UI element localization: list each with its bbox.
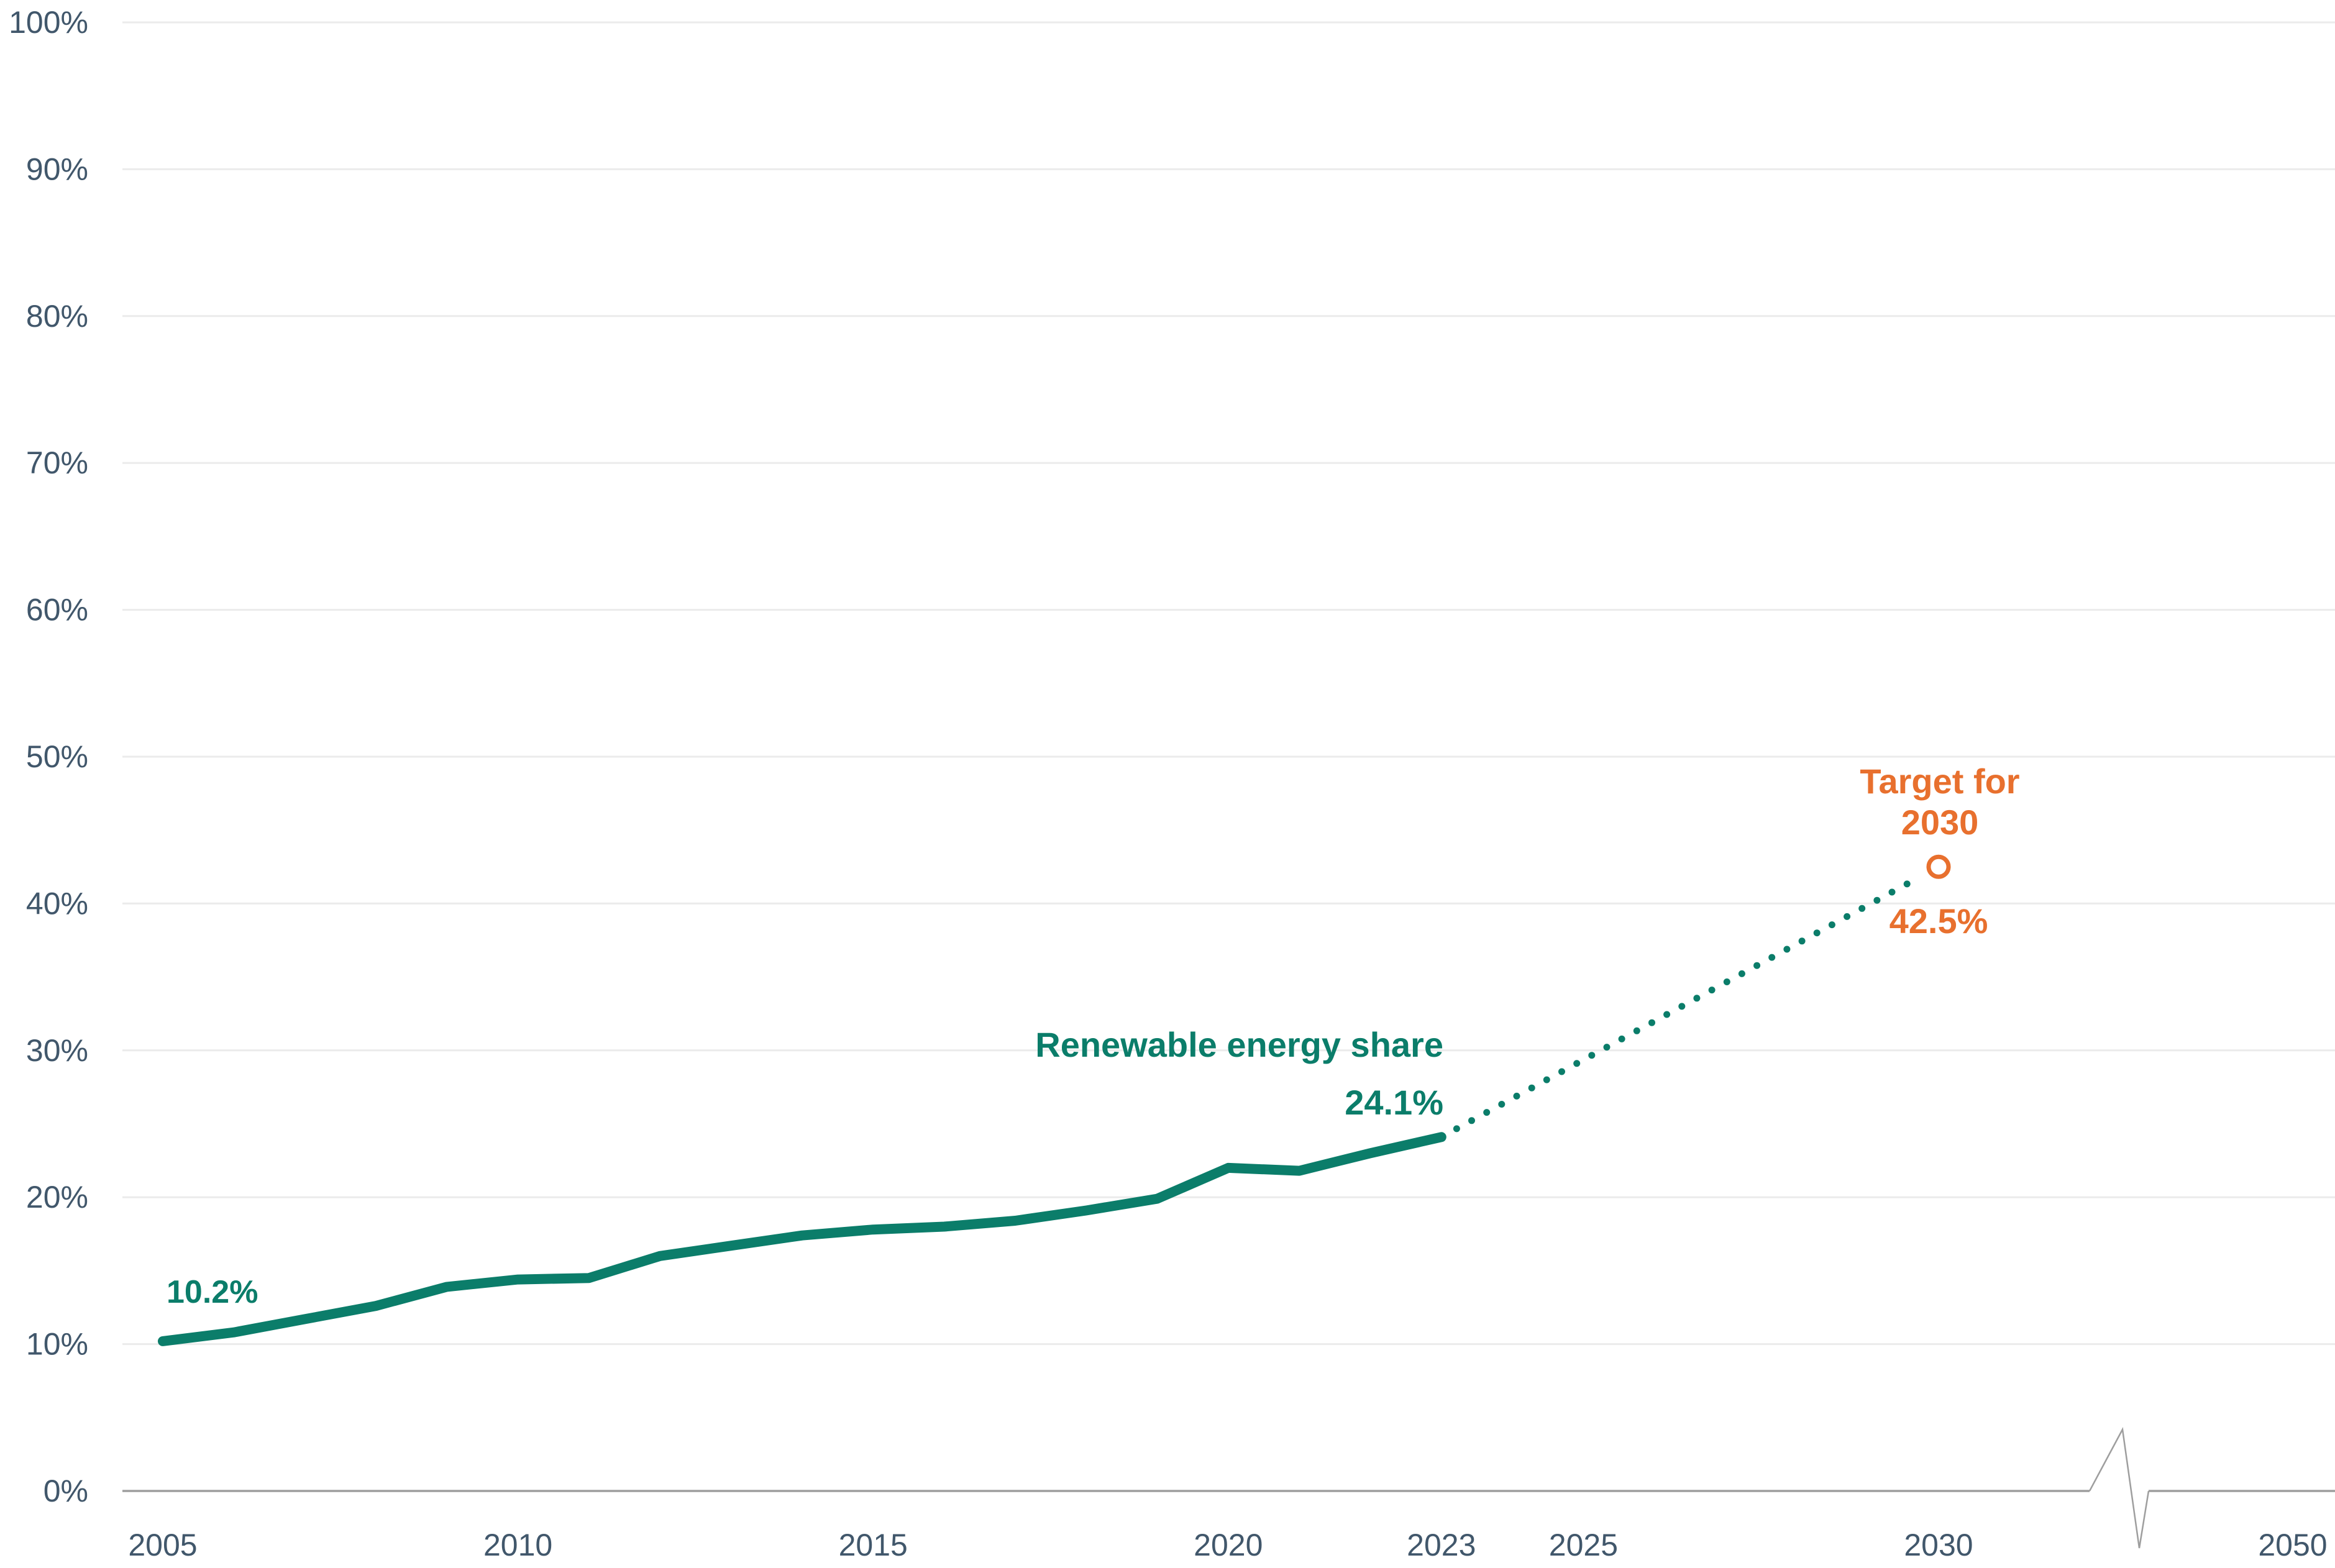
- projection-dot: [1513, 1092, 1520, 1100]
- target-marker-circle: [1926, 854, 1951, 879]
- projection-dot: [1453, 1125, 1460, 1133]
- projection-dot: [1483, 1109, 1491, 1116]
- axis-layer: 0% 10% 20% 30% 40% 50% 60% 70% 80% 90% 100% 2005 201…: [9, 5, 2335, 1562]
- projection-dot: [1528, 1084, 1535, 1092]
- x-tick-label-2025: 2025: [1549, 1528, 1618, 1562]
- projection-dot: [1828, 921, 1835, 929]
- projection-dot: [1648, 1019, 1655, 1026]
- series-layer: [158, 880, 1911, 1346]
- projection-dot: [1678, 1003, 1686, 1010]
- projection-dot: [1873, 896, 1881, 904]
- projection-dot: [1618, 1035, 1625, 1042]
- projection-dot: [1858, 905, 1866, 912]
- target-marker-layer: [1926, 854, 1951, 879]
- projection-dot: [1768, 954, 1776, 961]
- renewables-line: [158, 1132, 1446, 1346]
- series-label: Renewable energy share: [1035, 1025, 1443, 1064]
- projection-dot: [1543, 1076, 1550, 1083]
- projection-dot: [1903, 880, 1911, 888]
- projection-dot: [1603, 1044, 1611, 1051]
- y-tick-label-50%: 50%: [26, 739, 88, 774]
- x-tick-label-2010: 2010: [483, 1528, 552, 1562]
- projection-dot: [1844, 913, 1851, 920]
- projection-dot: [1573, 1060, 1581, 1067]
- y-tick-label-100%: 100%: [9, 5, 88, 40]
- y-tick-label-20%: 20%: [26, 1180, 88, 1215]
- projection-dot: [1663, 1011, 1671, 1018]
- y-tick-label-40%: 40%: [26, 886, 88, 921]
- start-value-label: 10.2%: [167, 1274, 258, 1310]
- projection-dot: [1468, 1117, 1475, 1124]
- y-tick-label-10%: 10%: [26, 1327, 88, 1362]
- target-value-label: 42.5%: [1889, 901, 1988, 941]
- x-tick-label-2005: 2005: [128, 1528, 197, 1562]
- projection-dot: [1798, 937, 1806, 945]
- projection-dot: [1708, 987, 1716, 994]
- x-tick-label-2020: 2020: [1194, 1528, 1263, 1562]
- projection-dot: [1693, 995, 1701, 1002]
- x-tick-label-2030: 2030: [1904, 1528, 1973, 1562]
- gridlines-layer: [122, 21, 2335, 1346]
- y-tick-label-30%: 30%: [26, 1033, 88, 1068]
- projection-dot: [1633, 1027, 1640, 1034]
- y-tick-label-0%: 0%: [43, 1474, 88, 1508]
- y-tick-label-70%: 70%: [26, 445, 88, 480]
- y-tick-label-60%: 60%: [26, 593, 88, 627]
- projection-dot: [1753, 962, 1761, 969]
- target-title-line2: 2030: [1901, 803, 1979, 842]
- y-tick-label-80%: 80%: [26, 299, 88, 334]
- projection-dot: [1588, 1052, 1596, 1059]
- y-tick-label-90%: 90%: [26, 152, 88, 186]
- projection-dot: [1783, 946, 1791, 953]
- end-value-label: 24.1%: [1345, 1083, 1443, 1122]
- projection-dot: [1498, 1101, 1506, 1108]
- x-tick-label-2023: 2023: [1407, 1528, 1476, 1562]
- projection-dot: [1738, 970, 1745, 977]
- projection-dot: [1813, 929, 1821, 937]
- target-title-line1: Target for: [1860, 762, 2019, 801]
- x-tick-label-2015: 2015: [839, 1528, 908, 1562]
- x-tick-label-2050: 2050: [2258, 1528, 2327, 1562]
- projection-dot: [1723, 978, 1730, 985]
- projection-dot: [1888, 888, 1896, 896]
- axis-break-zigzag: [2088, 1427, 2150, 1549]
- projection-dotted-line: [1453, 880, 1911, 1133]
- projection-dot: [1558, 1068, 1565, 1075]
